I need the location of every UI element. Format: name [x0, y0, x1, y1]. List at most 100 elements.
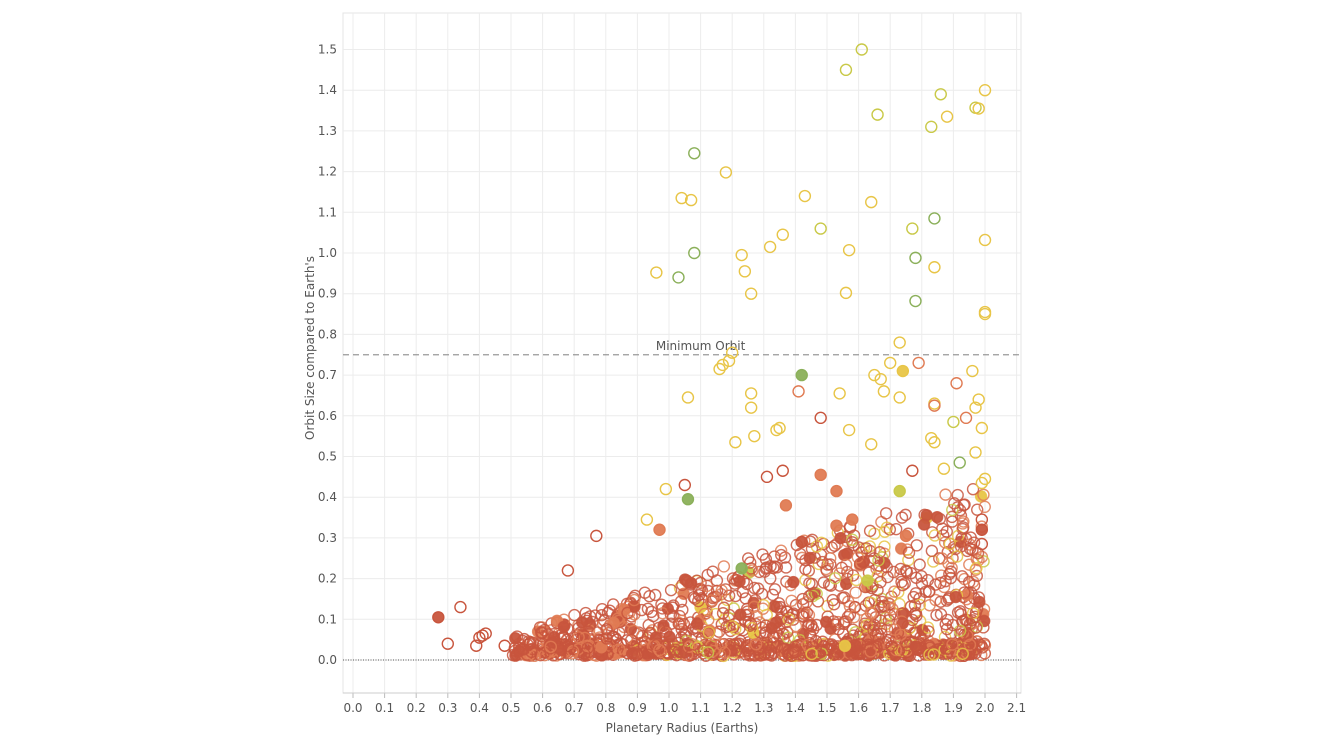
data-point — [872, 554, 885, 567]
data-point — [909, 294, 922, 308]
data-point — [913, 558, 926, 571]
y-axis-ticks: 0.0 0.1 0.2 0.3 0.4 0.5 0.6 0.7 0.8 0.9 1.0 1.1 1.2 1… — [318, 43, 337, 668]
data-point — [607, 616, 620, 630]
data-point — [726, 346, 739, 359]
data-point — [524, 636, 537, 649]
data-point — [978, 472, 992, 486]
data-point — [966, 364, 979, 378]
y-tick-label: 0.7 — [318, 368, 337, 382]
data-point — [749, 637, 763, 651]
data-point — [906, 464, 919, 477]
data-point — [928, 212, 941, 225]
data-point — [839, 63, 853, 77]
data-point — [904, 600, 918, 613]
data-point — [842, 243, 856, 257]
data-point — [957, 521, 970, 534]
data-point — [838, 639, 852, 653]
y-tick-label: 0.0 — [318, 653, 337, 667]
data-point — [937, 462, 951, 475]
data-point — [816, 555, 829, 569]
data-point — [688, 246, 701, 260]
data-point — [839, 577, 853, 591]
data-point — [861, 574, 874, 587]
data-point — [716, 358, 729, 372]
data-point — [899, 529, 913, 543]
data-point — [535, 626, 548, 639]
data-point — [969, 401, 982, 414]
data-point — [893, 484, 906, 498]
data-point — [817, 576, 830, 589]
data-point — [701, 646, 715, 659]
y-tick-label: 0.6 — [318, 409, 337, 423]
data-point — [670, 648, 683, 662]
data-point — [557, 620, 570, 634]
data-point — [970, 569, 984, 583]
data-point — [967, 536, 981, 549]
data-point — [719, 166, 733, 179]
data-point — [864, 645, 877, 658]
data-point — [835, 561, 849, 575]
data-point — [684, 193, 698, 207]
data-point — [874, 372, 887, 386]
data-point — [756, 548, 769, 561]
data-point — [872, 632, 886, 645]
data-point — [795, 368, 808, 382]
data-point — [846, 536, 859, 549]
data-point — [960, 613, 973, 627]
data-point — [770, 423, 783, 437]
data-point — [877, 385, 891, 398]
data-point — [810, 587, 823, 600]
data-point — [935, 552, 949, 565]
data-point — [948, 497, 961, 510]
y-tick-label: 1.0 — [318, 246, 337, 260]
data-point — [762, 641, 775, 654]
data-point — [575, 616, 589, 629]
data-point — [920, 508, 933, 522]
data-point — [510, 630, 524, 643]
data-point — [913, 592, 926, 605]
data-point — [912, 356, 925, 370]
data-point — [946, 618, 959, 632]
data-point — [600, 623, 613, 636]
data-point — [774, 613, 788, 626]
data-point — [893, 391, 906, 404]
data-point — [921, 621, 935, 634]
data-point — [828, 539, 841, 552]
data-point — [591, 626, 604, 639]
data-point — [978, 233, 992, 247]
data-point — [921, 574, 934, 587]
x-tick-label: 0.7 — [565, 701, 584, 715]
data-point — [945, 510, 959, 524]
data-point — [950, 377, 963, 390]
data-point — [544, 640, 557, 653]
data-point — [684, 578, 698, 591]
data-point — [928, 399, 941, 412]
data-point — [975, 513, 989, 526]
data-point — [951, 488, 964, 502]
data-point — [865, 195, 878, 209]
data-point — [832, 615, 845, 629]
data-point — [606, 598, 620, 611]
data-point — [963, 558, 976, 571]
data-point — [768, 583, 782, 596]
data-point — [830, 519, 843, 532]
data-point — [946, 503, 959, 517]
data-point — [798, 189, 812, 203]
data-point — [789, 619, 803, 633]
data-point — [528, 649, 541, 663]
data-point — [951, 637, 964, 651]
x-tick-label: 1.8 — [912, 701, 931, 715]
data-point — [944, 637, 958, 650]
data-point — [702, 613, 715, 627]
data-point — [821, 610, 834, 623]
data-point — [848, 600, 862, 614]
x-tick-label: 1.3 — [754, 701, 773, 715]
data-point — [865, 438, 878, 451]
data-point — [863, 524, 877, 538]
data-point — [714, 638, 728, 651]
x-tick-label: 0.4 — [470, 701, 489, 715]
data-point — [846, 513, 859, 526]
data-point — [742, 638, 755, 652]
data-point — [688, 592, 702, 605]
x-tick-label: 1.2 — [723, 701, 742, 715]
